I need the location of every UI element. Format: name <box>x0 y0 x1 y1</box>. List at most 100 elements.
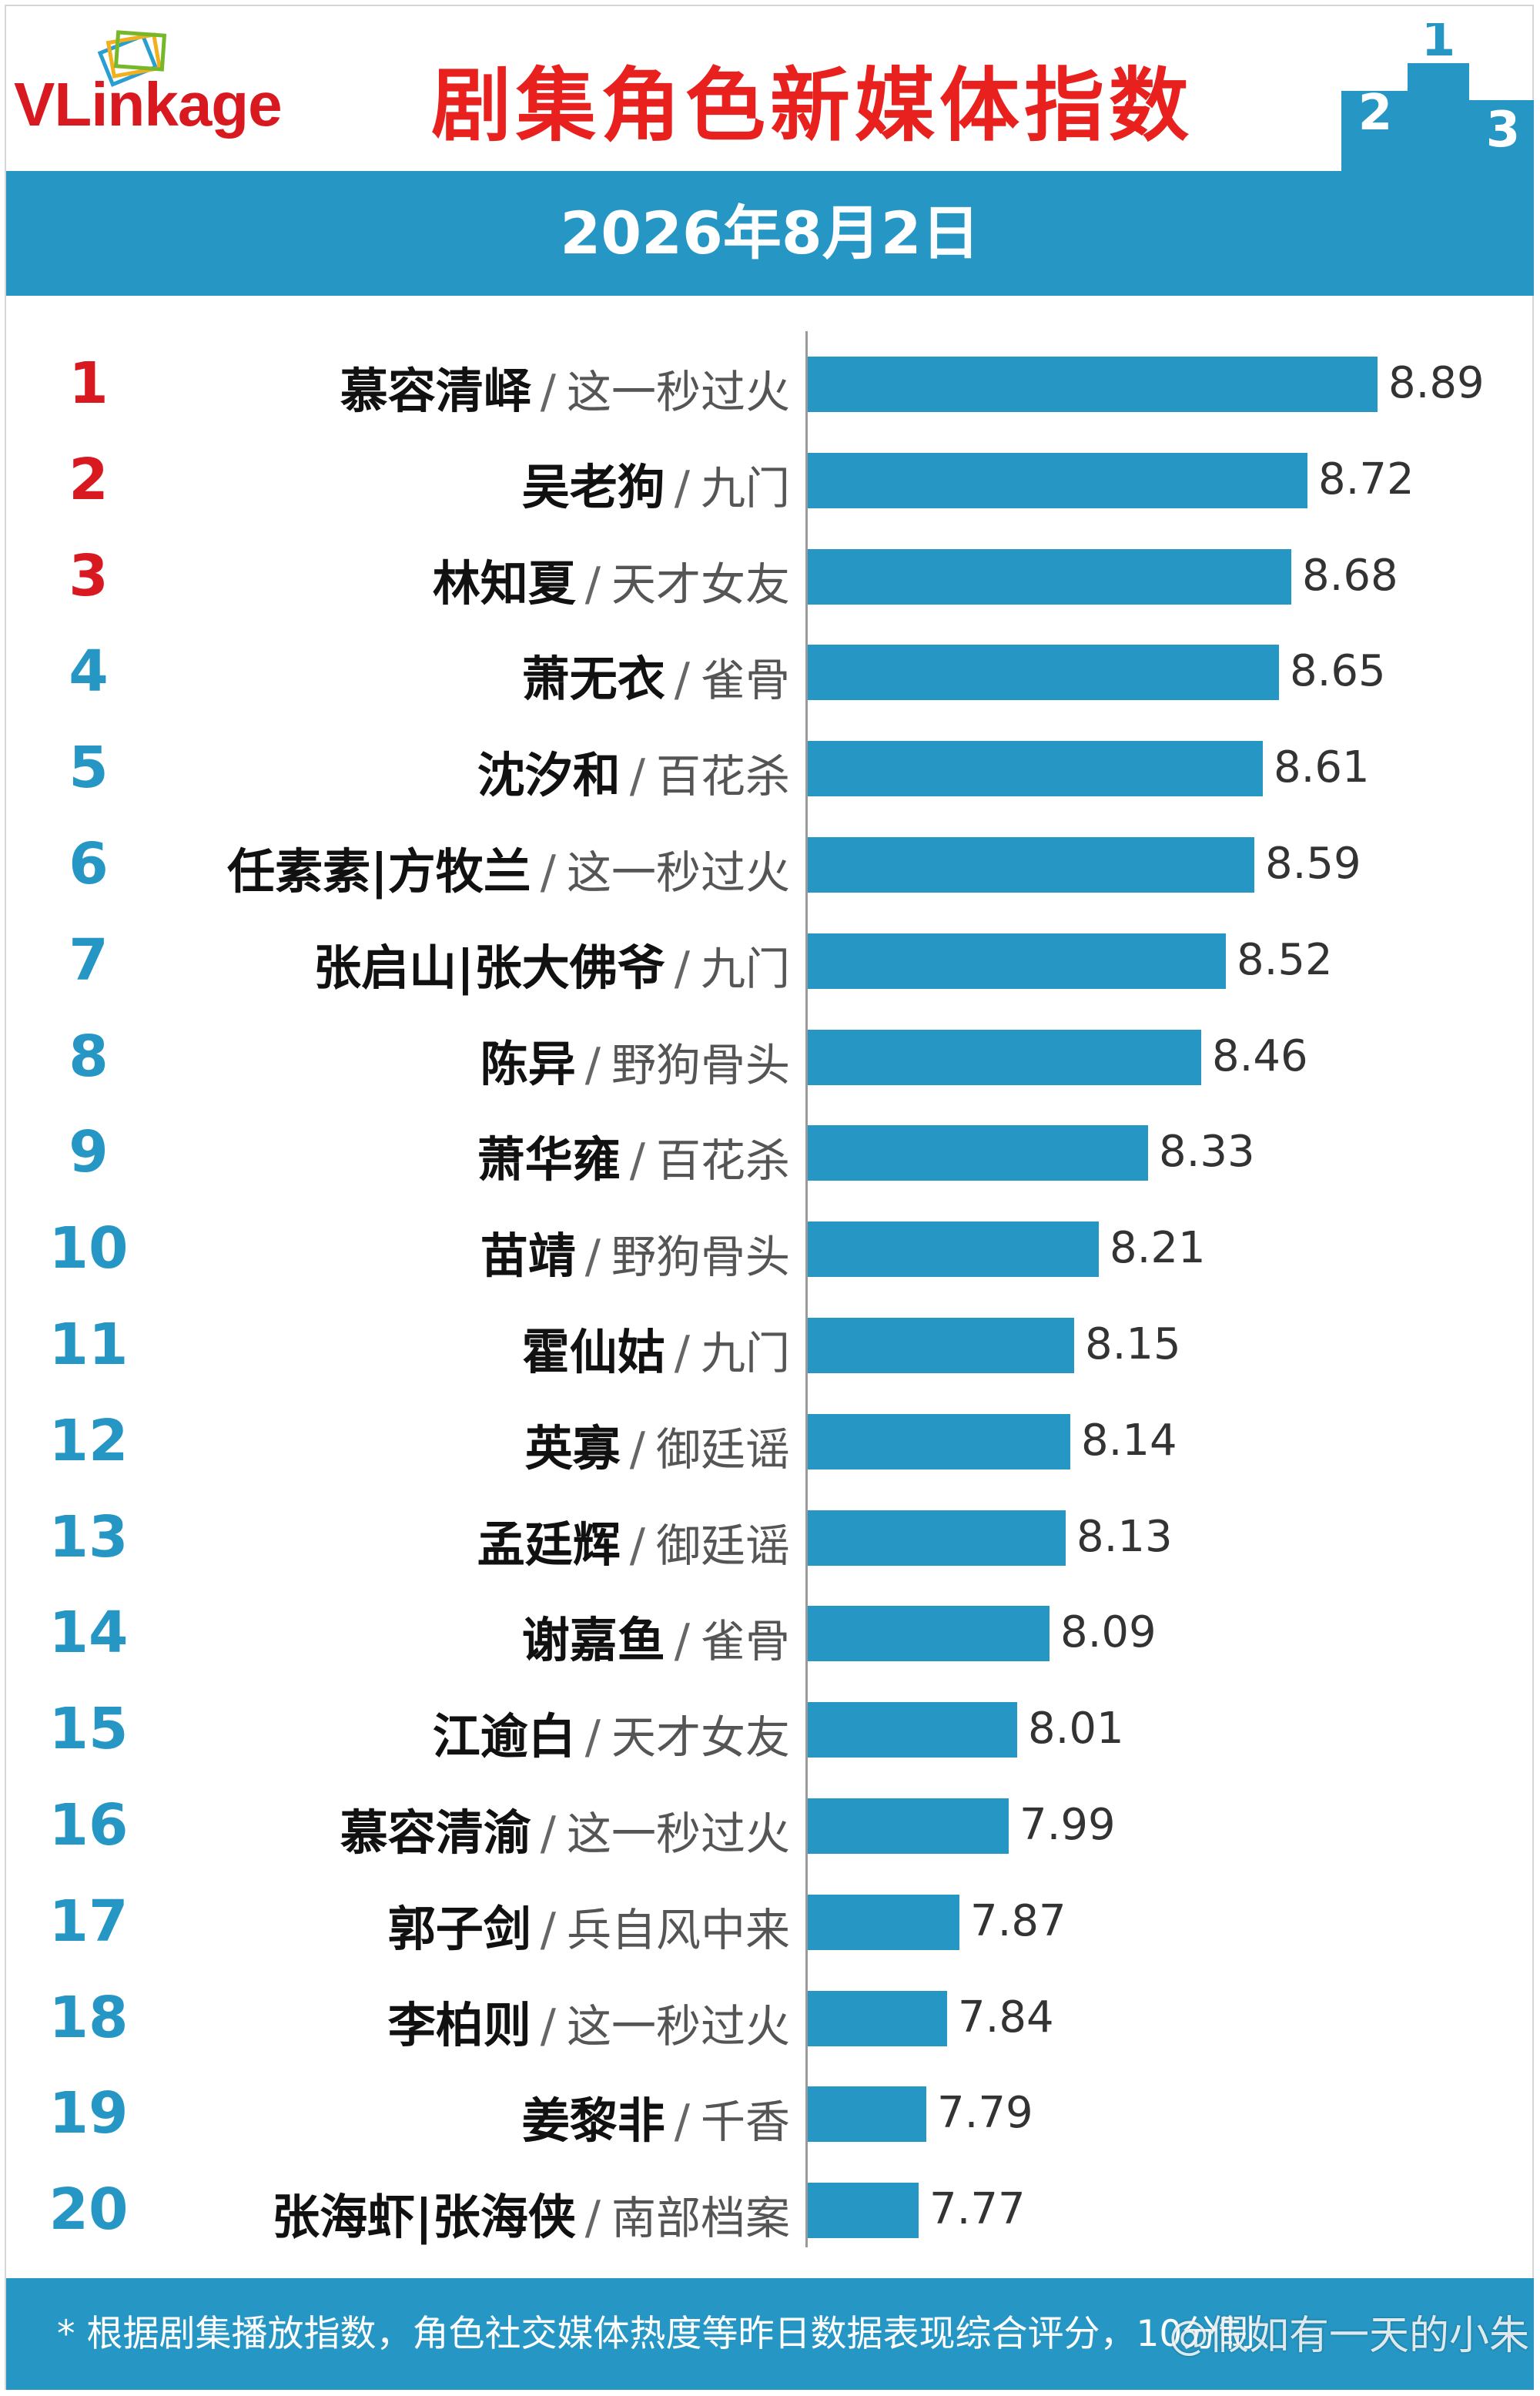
bar-mark <box>808 452 1307 508</box>
label-separator: / <box>674 1614 690 1669</box>
show-name: 御廷谣 <box>655 1423 790 1476</box>
category-label: 谢嘉鱼 / 雀骨 <box>522 1601 790 1670</box>
value-label: 8.68 <box>1302 550 1398 601</box>
label-separator: / <box>584 1230 601 1285</box>
podium-icon: 2 1 3 <box>1341 23 1534 174</box>
bar-mark <box>808 1990 947 2046</box>
category-label: 陈异 / 野狗骨头 <box>480 1025 790 1094</box>
category-label: 郭子剑 / 兵自风中来 <box>388 1890 790 1959</box>
show-name: 雀骨 <box>700 1615 790 1668</box>
bar-mark <box>808 933 1226 989</box>
label-separator: / <box>584 557 601 612</box>
logo-cards-icon <box>97 30 167 87</box>
category-label: 苗靖 / 野狗骨头 <box>480 1217 790 1286</box>
label-separator: / <box>674 653 690 708</box>
character-name: 姜黎非 <box>521 2093 665 2150</box>
chart-row: 20 张海虾|张海侠 / 南部档案 7.77 <box>0 2163 1540 2258</box>
label-separator: / <box>674 461 690 515</box>
bar-mark <box>808 741 1263 797</box>
category-label: 李柏则 / 这一秒过火 <box>388 1986 790 2056</box>
label-separator: / <box>540 365 556 419</box>
rank-label: 11 <box>49 1312 129 1378</box>
show-name: 这一秒过火 <box>566 846 790 899</box>
rank-label: 14 <box>49 1600 129 1667</box>
value-label: 8.65 <box>1290 646 1386 697</box>
weibo-watermark: @假如有一天的小朱 <box>1168 2313 1529 2359</box>
chart-row: 17 郭子剑 / 兵自风中来 7.87 <box>0 1875 1540 1970</box>
label-separator: / <box>629 749 645 804</box>
show-name: 御廷谣 <box>655 1519 790 1572</box>
label-separator: / <box>629 1422 645 1476</box>
category-label: 张海虾|张海侠 / 南部档案 <box>272 2178 790 2247</box>
show-name: 野狗骨头 <box>611 1038 790 1091</box>
chart-row: 1 慕容清峄 / 这一秒过火 8.89 <box>0 337 1540 432</box>
show-name: 九门 <box>700 461 790 514</box>
bar-mark <box>808 2086 926 2143</box>
character-name: 萧无衣 <box>521 651 665 708</box>
label-separator: / <box>584 1037 601 1092</box>
character-name: 任素素|方牧兰 <box>227 843 531 900</box>
vlinkage-logo: VLinkage <box>14 22 337 152</box>
chart-row: 13 孟廷辉 / 御廷谣 8.13 <box>0 1490 1540 1586</box>
value-label: 8.46 <box>1212 1030 1308 1081</box>
value-label: 8.13 <box>1076 1511 1173 1562</box>
category-label: 慕容清渝 / 这一秒过火 <box>340 1794 790 1863</box>
category-label: 英寡 / 御廷谣 <box>525 1409 790 1479</box>
show-name: 这一秒过火 <box>566 366 790 418</box>
show-name: 这一秒过火 <box>566 1999 790 2053</box>
bar-mark <box>808 1125 1148 1181</box>
show-name: 九门 <box>700 942 790 995</box>
character-name: 霍仙姑 <box>521 1324 665 1380</box>
chart-row: 18 李柏则 / 这一秒过火 7.84 <box>0 1971 1540 2066</box>
bar-mark <box>808 2183 919 2239</box>
value-label: 8.15 <box>1085 1319 1181 1369</box>
category-label: 孟廷辉 / 御廷谣 <box>477 1506 790 1575</box>
show-name: 天才女友 <box>611 1711 790 1764</box>
rank-label: 19 <box>49 2080 129 2147</box>
label-separator: / <box>674 1326 690 1380</box>
label-separator: / <box>674 941 690 996</box>
logo-text-age: age <box>177 70 283 139</box>
value-label: 7.84 <box>958 1992 1054 2042</box>
bar-mark <box>808 1798 1009 1854</box>
character-name: 英寡 <box>524 1419 621 1476</box>
value-label: 8.21 <box>1110 1223 1206 1274</box>
chart-row: 6 任素素|方牧兰 / 这一秒过火 8.59 <box>0 817 1540 913</box>
bar-mark <box>808 1318 1074 1373</box>
rank-label: 7 <box>69 927 109 994</box>
character-name: 沈汐和 <box>477 747 621 804</box>
chart-row: 7 张启山|张大佛爷 / 九门 8.52 <box>0 913 1540 1009</box>
category-label: 慕容清峄 / 这一秒过火 <box>340 352 790 421</box>
value-label: 8.52 <box>1237 934 1333 985</box>
show-name: 百花杀 <box>655 750 790 803</box>
label-separator: / <box>540 1807 556 1861</box>
character-name: 孟廷辉 <box>477 1516 621 1573</box>
footnote: * 根据剧集播放指数，角色社交媒体热度等昨日数据表现综合评分，10分制 <box>57 2313 1255 2355</box>
chart-row: 12 英寡 / 御廷谣 8.14 <box>0 1394 1540 1490</box>
rank-label: 12 <box>49 1407 129 1474</box>
category-label: 任素素|方牧兰 / 这一秒过火 <box>227 833 790 902</box>
show-name: 天才女友 <box>611 558 790 611</box>
rank-label: 4 <box>69 638 109 705</box>
value-label: 7.77 <box>929 2184 1026 2235</box>
logo-text-vlink: VLink <box>14 70 179 139</box>
value-label: 8.14 <box>1081 1415 1177 1466</box>
character-name: 陈异 <box>480 1035 576 1092</box>
label-separator: / <box>584 1711 601 1765</box>
value-label: 8.89 <box>1388 358 1485 408</box>
bar-mark <box>808 837 1254 893</box>
category-label: 林知夏 / 天才女友 <box>433 545 790 614</box>
rank-label: 1 <box>69 350 109 417</box>
label-separator: / <box>629 1518 645 1573</box>
rank-label: 13 <box>49 1503 129 1570</box>
show-name: 野狗骨头 <box>611 1231 790 1284</box>
show-name: 这一秒过火 <box>566 1808 790 1860</box>
bar-mark <box>808 1221 1099 1278</box>
podium-number-2: 2 <box>1358 85 1393 142</box>
chart-row: 3 林知夏 / 天才女友 8.68 <box>0 529 1540 625</box>
footer-band: * 根据剧集播放指数，角色社交媒体热度等昨日数据表现综合评分，10分制 <box>6 2278 1534 2390</box>
chart-date: 2026年8月2日 <box>560 199 980 267</box>
rank-label: 15 <box>49 1696 129 1763</box>
label-separator: / <box>584 2191 601 2246</box>
chart-row: 10 苗靖 / 野狗骨头 8.21 <box>0 1201 1540 1297</box>
